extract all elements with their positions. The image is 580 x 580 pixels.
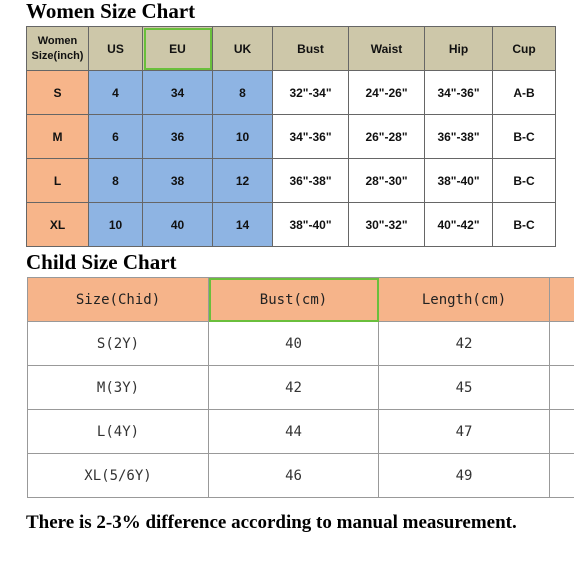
women-cell-eu: 34 xyxy=(142,70,213,115)
women-cell-us: 6 xyxy=(88,114,143,159)
measurement-note: There is 2-3% difference according to ma… xyxy=(26,512,517,533)
women-cell-uk: 8 xyxy=(212,70,273,115)
women-cell-waist: 28"-30" xyxy=(348,158,425,203)
women-header-size: Women Size(inch) xyxy=(26,26,89,71)
women-cell-size: M xyxy=(26,114,89,159)
women-cell-uk: 10 xyxy=(212,114,273,159)
women-cell-uk: 14 xyxy=(212,202,273,247)
child-header-length: Length(cm) xyxy=(378,277,550,322)
child-size-table: Size(Chid) Bust(cm) Length(cm) S(2Y) 40 … xyxy=(27,277,574,498)
women-cell-hip: 34"-36" xyxy=(424,70,493,115)
women-header-bust: Bust xyxy=(272,26,349,71)
women-cell-bust: 32"-34" xyxy=(272,70,349,115)
child-cell-bust: 44 xyxy=(208,409,379,454)
women-header-hip: Hip xyxy=(424,26,493,71)
child-cell-size: XL(5/6Y) xyxy=(27,453,209,498)
women-cell-eu: 38 xyxy=(142,158,213,203)
child-header-bust: Bust(cm) xyxy=(208,277,379,322)
child-header-row: Size(Chid) Bust(cm) Length(cm) xyxy=(27,277,574,322)
women-cell-eu: 40 xyxy=(142,202,213,247)
women-cell-us: 10 xyxy=(88,202,143,247)
women-cell-cup: B-C xyxy=(492,114,556,159)
child-cell-extra xyxy=(549,409,574,454)
women-row: M 6 36 10 34"-36" 26"-28" 36"-38" B-C xyxy=(26,114,556,159)
child-cell-size: S(2Y) xyxy=(27,321,209,366)
women-row: XL 10 40 14 38"-40" 30"-32" 40"-42" B-C xyxy=(26,202,556,247)
women-header-uk: UK xyxy=(212,26,273,71)
women-cell-waist: 26"-28" xyxy=(348,114,425,159)
child-cell-extra xyxy=(549,365,574,410)
child-cell-bust: 42 xyxy=(208,365,379,410)
women-cell-hip: 38"-40" xyxy=(424,158,493,203)
child-cell-extra xyxy=(549,321,574,366)
women-cell-bust: 34"-36" xyxy=(272,114,349,159)
child-header-size: Size(Chid) xyxy=(27,277,209,322)
child-cell-bust: 40 xyxy=(208,321,379,366)
women-row: L 8 38 12 36"-38" 28"-30" 38"-40" B-C xyxy=(26,158,556,203)
women-cell-cup: B-C xyxy=(492,158,556,203)
child-row: M(3Y) 42 45 xyxy=(27,365,574,410)
women-cell-us: 4 xyxy=(88,70,143,115)
women-size-chart-title: Women Size Chart xyxy=(26,0,196,23)
women-header-waist: Waist xyxy=(348,26,425,71)
women-cell-hip: 36"-38" xyxy=(424,114,493,159)
women-cell-cup: B-C xyxy=(492,202,556,247)
child-row: S(2Y) 40 42 xyxy=(27,321,574,366)
women-cell-size: S xyxy=(26,70,89,115)
child-header-extra-column xyxy=(549,277,574,322)
women-cell-waist: 24"-26" xyxy=(348,70,425,115)
women-cell-bust: 36"-38" xyxy=(272,158,349,203)
women-cell-us: 8 xyxy=(88,158,143,203)
child-row: XL(5/6Y) 46 49 xyxy=(27,453,574,498)
women-cell-size: XL xyxy=(26,202,89,247)
child-cell-size: L(4Y) xyxy=(27,409,209,454)
women-cell-hip: 40"-42" xyxy=(424,202,493,247)
child-cell-length: 47 xyxy=(378,409,550,454)
women-size-table: Women Size(inch) US EU UK Bust Waist Hip… xyxy=(26,26,556,247)
women-header-us: US xyxy=(88,26,143,71)
child-cell-length: 42 xyxy=(378,321,550,366)
women-cell-bust: 38"-40" xyxy=(272,202,349,247)
women-cell-uk: 12 xyxy=(212,158,273,203)
child-cell-bust: 46 xyxy=(208,453,379,498)
women-row: S 4 34 8 32"-34" 24"-26" 34"-36" A-B xyxy=(26,70,556,115)
child-cell-size: M(3Y) xyxy=(27,365,209,410)
women-header-eu: EU xyxy=(142,26,213,71)
child-cell-extra xyxy=(549,453,574,498)
child-cell-length: 49 xyxy=(378,453,550,498)
child-size-chart-title: Child Size Chart xyxy=(26,250,177,274)
women-cell-waist: 30"-32" xyxy=(348,202,425,247)
child-cell-length: 45 xyxy=(378,365,550,410)
women-header-cup: Cup xyxy=(492,26,556,71)
women-cell-size: L xyxy=(26,158,89,203)
women-cell-cup: A-B xyxy=(492,70,556,115)
women-cell-eu: 36 xyxy=(142,114,213,159)
women-header-row: Women Size(inch) US EU UK Bust Waist Hip… xyxy=(26,26,556,71)
child-row: L(4Y) 44 47 xyxy=(27,409,574,454)
